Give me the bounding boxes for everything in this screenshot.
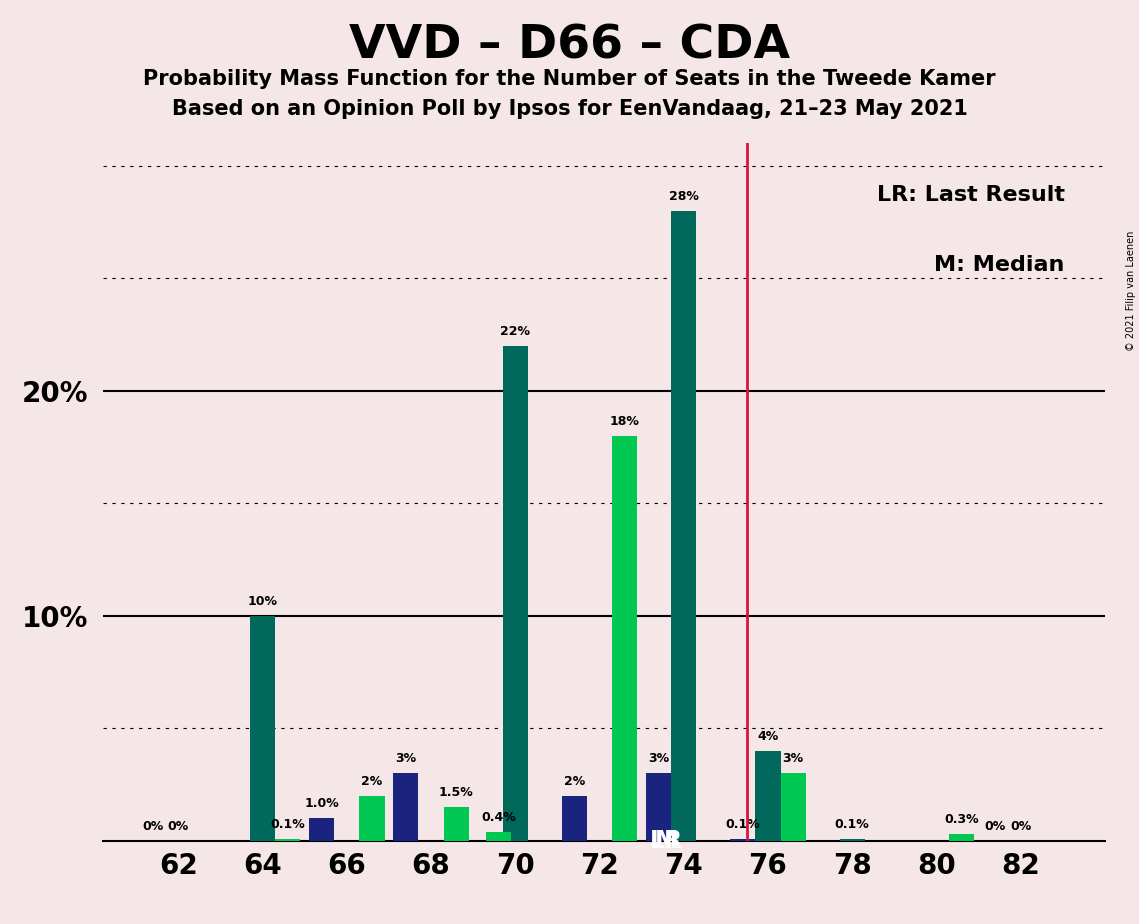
Bar <box>485 832 511 841</box>
Text: 0%: 0% <box>1010 820 1031 833</box>
Text: 0.1%: 0.1% <box>726 818 760 831</box>
Text: 3%: 3% <box>395 752 416 765</box>
Text: 18%: 18% <box>609 415 640 428</box>
Text: 2%: 2% <box>361 775 383 788</box>
Bar <box>612 436 638 841</box>
Text: LR: Last Result: LR: Last Result <box>877 185 1065 205</box>
Bar <box>309 819 334 841</box>
Text: 0.3%: 0.3% <box>944 813 978 826</box>
Bar <box>276 839 301 841</box>
Text: 0.1%: 0.1% <box>270 818 305 831</box>
Text: M: Median: M: Median <box>934 255 1065 274</box>
Text: 0.4%: 0.4% <box>481 811 516 824</box>
Text: 0%: 0% <box>142 820 164 833</box>
Text: LR: LR <box>650 829 683 853</box>
Text: 4%: 4% <box>757 730 779 743</box>
Text: 2%: 2% <box>564 775 584 788</box>
Bar <box>671 211 696 841</box>
Bar <box>780 773 805 841</box>
Text: 28%: 28% <box>669 189 698 203</box>
Text: 0%: 0% <box>985 820 1006 833</box>
Text: 3%: 3% <box>782 752 804 765</box>
Text: 10%: 10% <box>247 595 278 608</box>
Bar <box>646 773 671 841</box>
Text: M: M <box>655 829 679 853</box>
Text: Probability Mass Function for the Number of Seats in the Tweede Kamer: Probability Mass Function for the Number… <box>144 69 995 90</box>
Bar <box>730 839 755 841</box>
Text: 3%: 3% <box>648 752 669 765</box>
Text: 0.1%: 0.1% <box>835 818 869 831</box>
Text: Based on an Opinion Poll by Ipsos for EenVandaag, 21–23 May 2021: Based on an Opinion Poll by Ipsos for Ee… <box>172 99 967 119</box>
Text: VVD – D66 – CDA: VVD – D66 – CDA <box>349 23 790 68</box>
Bar <box>443 807 469 841</box>
Bar <box>360 796 385 841</box>
Bar <box>839 839 865 841</box>
Bar <box>562 796 587 841</box>
Bar <box>755 751 780 841</box>
Bar <box>393 773 418 841</box>
Bar <box>949 834 974 841</box>
Text: 22%: 22% <box>500 325 531 338</box>
Bar <box>249 615 276 841</box>
Text: 1.5%: 1.5% <box>439 786 474 799</box>
Text: 1.0%: 1.0% <box>304 797 339 810</box>
Bar <box>502 346 527 841</box>
Text: © 2021 Filip van Laenen: © 2021 Filip van Laenen <box>1126 231 1136 351</box>
Text: 0%: 0% <box>167 820 189 833</box>
